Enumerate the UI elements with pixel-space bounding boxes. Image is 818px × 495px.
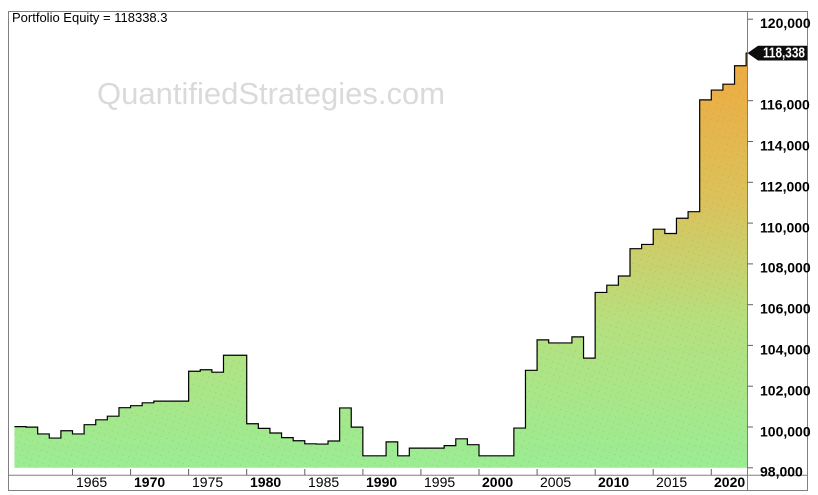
svg-text:116,000: 116,000 [760,97,810,113]
svg-text:2000: 2000 [482,474,513,490]
svg-text:2020: 2020 [714,474,745,490]
svg-text:1995: 1995 [424,474,455,490]
svg-text:114,000: 114,000 [760,138,810,154]
svg-text:1985: 1985 [308,474,339,490]
svg-text:100,000: 100,000 [760,424,811,440]
svg-text:2005: 2005 [540,474,571,490]
svg-text:106,000: 106,000 [760,301,811,317]
svg-text:2015: 2015 [656,474,687,490]
svg-text:104,000: 104,000 [760,342,811,358]
svg-text:1990: 1990 [366,474,397,490]
svg-text:112,000: 112,000 [760,179,810,195]
svg-text:2010: 2010 [598,474,629,490]
svg-text:110,000: 110,000 [760,220,810,236]
svg-text:1980: 1980 [250,474,281,490]
svg-text:1975: 1975 [192,474,223,490]
svg-text:120,000: 120,000 [760,15,811,31]
svg-text:98,000: 98,000 [760,464,803,480]
svg-text:1970: 1970 [134,474,165,490]
svg-text:108,000: 108,000 [760,260,811,276]
svg-text:1965: 1965 [76,474,107,490]
svg-text:102,000: 102,000 [760,383,811,399]
svg-text:118,338: 118,338 [763,46,805,62]
